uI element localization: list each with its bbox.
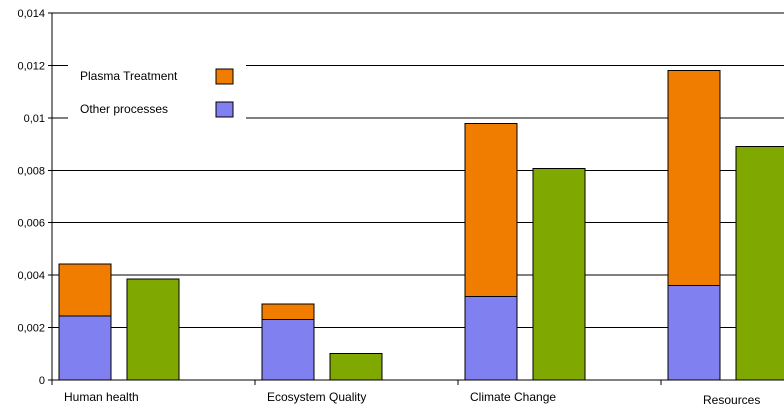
- y-tick-label: 0: [39, 375, 45, 387]
- bars: [58, 70, 784, 381]
- bar-other-processes: [261, 319, 315, 381]
- bar-single: [126, 278, 180, 381]
- bar-plasma-treatment: [667, 70, 721, 287]
- x-tick-label: Resources: [703, 393, 760, 407]
- legend-background: [68, 55, 246, 130]
- x-tick-label: Ecosystem Quality: [267, 390, 366, 404]
- bar-other-processes: [667, 285, 721, 381]
- legend: Plasma Treatment Other processes: [68, 55, 246, 130]
- legend-label: Plasma Treatment: [80, 69, 178, 83]
- bar-other-processes: [58, 315, 112, 381]
- bar-plasma-treatment: [464, 123, 518, 298]
- legend-label: Other processes: [80, 102, 168, 116]
- x-tick-label: Human health: [64, 390, 139, 404]
- y-tick-label: 0,01: [24, 113, 45, 125]
- bar-single: [735, 146, 784, 381]
- y-tick-label: 0,004: [17, 270, 45, 282]
- labels: 0 0,002 0,004 0,006 0,008 0,01 0,012 0,014 Human…: [17, 8, 760, 407]
- legend-swatch: [215, 101, 234, 118]
- x-tick-label: Climate Change: [470, 390, 556, 404]
- bar-other-processes: [464, 296, 518, 381]
- bar-plasma-treatment: [58, 263, 112, 317]
- y-tick-label: 0,002: [17, 323, 45, 335]
- y-tick-label: 0,008: [17, 165, 45, 177]
- bar-single: [329, 352, 383, 381]
- bar-single: [532, 167, 586, 381]
- legend-swatch: [215, 68, 234, 85]
- y-tick-label: 0,012: [17, 60, 45, 72]
- y-tick-label: 0,006: [17, 218, 45, 230]
- y-tick-label: 0,014: [17, 8, 45, 20]
- bar-plasma-treatment: [261, 303, 315, 321]
